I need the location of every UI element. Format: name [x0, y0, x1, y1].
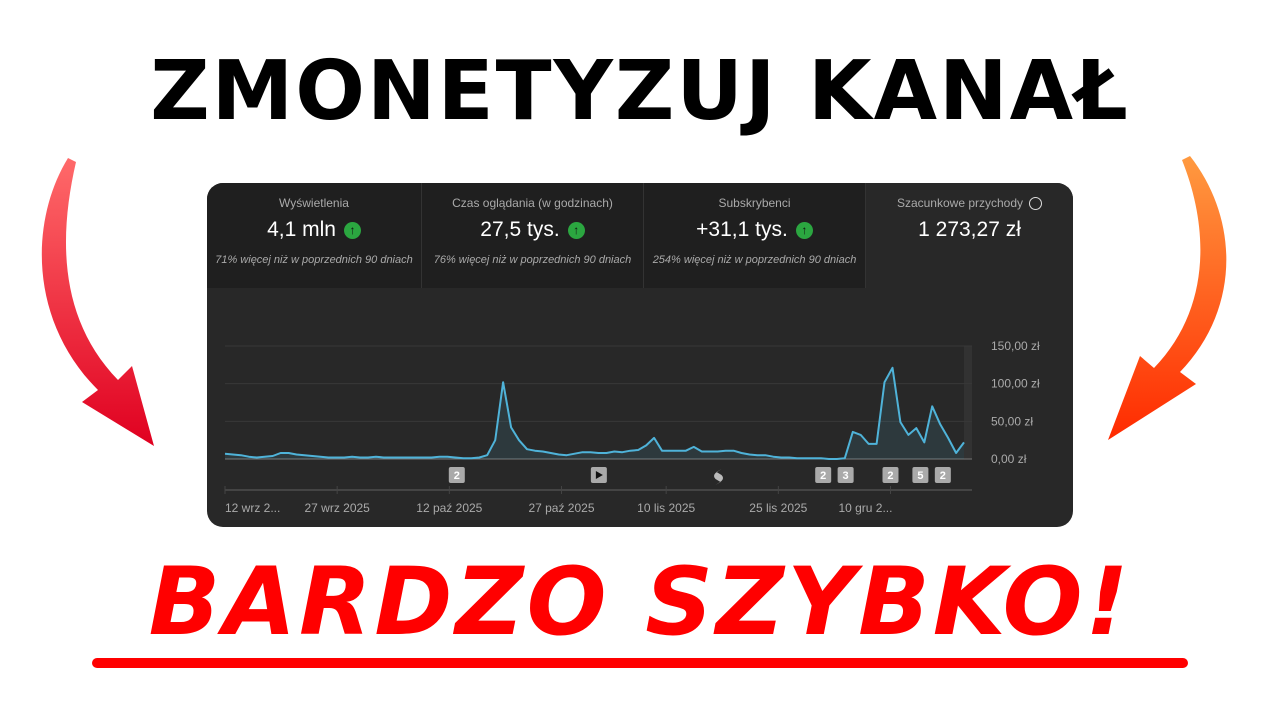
x-tick-label: 27 paź 2025: [528, 501, 594, 515]
metric-note: 71% więcej niż w poprzednich 90 dniach: [215, 254, 413, 266]
annotation-box[interactable]: [448, 467, 465, 483]
metric-value: +31,1 tys.: [696, 218, 788, 241]
right-arrow-icon: [1108, 156, 1227, 440]
annotation-box[interactable]: [837, 467, 854, 483]
annotation-marker: 2: [882, 467, 899, 483]
revenue-chart: 0,00 zł 50,00 zł 100,00 zł 150,00 zł 2 2 3 2 5 2 1…: [224, 339, 1040, 515]
series-area: [225, 367, 964, 459]
annotation-count: 2: [940, 470, 946, 482]
shorts-icon: [714, 469, 724, 485]
annotation-count: 5: [917, 470, 923, 482]
analytics-panel: Wyświetlenia 4,1 mln ↑ 71% więcej niż w p…: [207, 183, 1073, 527]
left-arrow-icon: [41, 158, 154, 446]
metric-value: 1 273,27 zł: [918, 218, 1021, 242]
metric-value: 27,5 tys.: [480, 218, 560, 241]
y-tick-label: 0,00 zł: [991, 452, 1027, 466]
play-icon: [595, 471, 603, 479]
metric-value: 4,1 mln: [267, 218, 336, 241]
metric-note: 76% więcej niż w poprzednich 90 dniach: [433, 254, 632, 266]
annotation-box[interactable]: [934, 467, 951, 483]
y-tick-label: 50,00 zł: [991, 414, 1033, 428]
annotation-marker: 2: [815, 467, 832, 483]
subline: BARDZO SZYBKO!: [148, 548, 1132, 657]
arrow-up-icon: ↑: [795, 221, 813, 239]
play-icon: [590, 467, 607, 483]
metric-card-watch-time[interactable]: Czas oglądania (w godzinach) 27,5 tys. ↑ …: [422, 183, 644, 288]
y-tick-label: 100,00 zł: [991, 377, 1040, 391]
arrow-up-icon: ↑: [343, 221, 361, 239]
metric-label: Wyświetlenia: [279, 196, 349, 210]
series-line: [224, 366, 965, 460]
annotation-marker: 2: [934, 467, 951, 483]
metric-label: Subskrybenci: [718, 196, 791, 210]
clock-icon[interactable]: [1029, 197, 1043, 211]
y-tick-label: 150,00 zł: [991, 339, 1040, 353]
x-tick-label: 25 lis 2025: [749, 501, 807, 515]
metric-label: Czas oglądania (w godzinach): [452, 196, 613, 210]
metric-label: Szacunkowe przychody: [896, 196, 1024, 210]
annotation-count: 3: [843, 470, 849, 482]
annotation-marker: 3: [837, 467, 854, 483]
annotation-count: 2: [820, 470, 826, 482]
metric-card-revenue[interactable]: Szacunkowe przychody 1 273,27 zł: [866, 183, 1073, 288]
underline-divider: [92, 658, 1188, 668]
x-tick-label: 12 paź 2025: [416, 501, 482, 515]
annotation-count: 2: [454, 470, 460, 482]
annotation-box[interactable]: [815, 467, 832, 483]
arrow-up-icon: ↑: [567, 221, 585, 239]
annotation-marker: 2: [448, 467, 465, 483]
annotation-marker: 5: [912, 467, 929, 483]
annotation-count: 2: [887, 470, 893, 482]
metric-cards: Wyświetlenia 4,1 mln ↑ 71% więcej niż w p…: [207, 183, 1073, 288]
metric-card-views[interactable]: Wyświetlenia 4,1 mln ↑ 71% więcej niż w p…: [207, 183, 422, 288]
shorts-icon: [714, 469, 724, 485]
x-tick-label: 27 wrz 2025: [304, 501, 370, 515]
x-tick-label: 10 gru 2...: [838, 501, 892, 515]
hover-band: [964, 346, 972, 459]
x-tick-label: 12 wrz 2...: [225, 501, 280, 515]
metric-note: 254% więcej niż w poprzednich 90 dniach: [652, 254, 857, 266]
annotation-box[interactable]: [912, 467, 929, 483]
headline: ZMONETYZUJ KANAŁ: [150, 44, 1130, 139]
metric-card-subscribers[interactable]: Subskrybenci +31,1 tys. ↑ 254% więcej niż…: [644, 183, 866, 288]
x-tick-label: 10 lis 2025: [637, 501, 695, 515]
annotation-box[interactable]: [882, 467, 899, 483]
